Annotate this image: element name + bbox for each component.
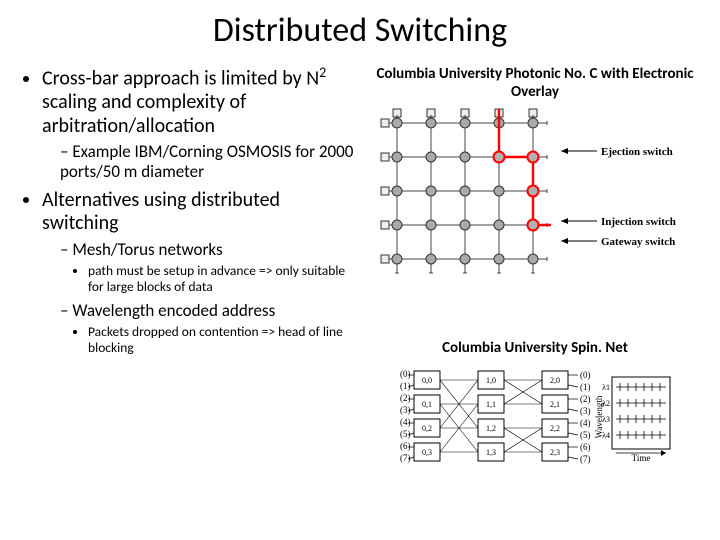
svg-text:0,1: 0,1 <box>422 400 432 409</box>
svg-text:(1): (1) <box>580 382 591 392</box>
left-column: Cross-bar approach is limited by N2 scal… <box>20 65 360 483</box>
svg-text:1,0: 1,0 <box>486 376 496 385</box>
mesh-diagram: Ejection switch Injection switch Gateway s… <box>375 107 695 317</box>
bullet-mesh: Mesh/Torus networks path must be setup i… <box>60 240 360 295</box>
svg-text:λ1: λ1 <box>602 383 610 392</box>
svg-text:(0): (0) <box>400 369 411 379</box>
svg-text:(0): (0) <box>580 370 591 380</box>
svg-text:(3): (3) <box>400 405 411 415</box>
right-column: Columbia University Photonic No. C with … <box>370 65 700 483</box>
fig2-caption: Columbia University Spin. Net <box>370 339 700 357</box>
bullet-path: path must be setup in advance => only su… <box>88 263 360 295</box>
svg-text:(5): (5) <box>400 429 411 439</box>
svg-text:1,2: 1,2 <box>486 424 496 433</box>
bullet-packets: Packets dropped on contention => head of… <box>88 324 360 356</box>
svg-text:(2): (2) <box>580 394 591 404</box>
svg-text:(4): (4) <box>580 418 591 428</box>
svg-text:1,3: 1,3 <box>486 448 496 457</box>
bullet-alternatives: Alternatives using distributed switching… <box>42 189 360 357</box>
svg-text:1,1: 1,1 <box>486 400 496 409</box>
svg-text:(3): (3) <box>580 406 591 416</box>
label-time: Time <box>632 453 651 463</box>
slide-title: Distributed Switching <box>20 10 700 51</box>
bullet-crossbar: Cross-bar approach is limited by N2 scal… <box>42 65 360 183</box>
bullet-wavelength: Wavelength encoded address Packets dropp… <box>60 301 360 356</box>
fig1-caption: Columbia University Photonic No. C with … <box>370 65 700 101</box>
label-gateway: Gateway switch <box>601 236 675 248</box>
svg-text:(2): (2) <box>400 393 411 403</box>
svg-text:0,0: 0,0 <box>422 376 432 385</box>
label-injection: Injection switch <box>601 216 676 228</box>
svg-text:0,3: 0,3 <box>422 448 432 457</box>
svg-text:2,2: 2,2 <box>550 424 560 433</box>
svg-text:(5): (5) <box>580 430 591 440</box>
spinnet-diagram: (0) (1) (2) (3) (4) (5) (6) (7) 0,0 0,1 0,2 0,3 1,0 1… <box>390 363 680 483</box>
bullet-osmosis: Example IBM/Corning OSMOSIS for 2000 por… <box>60 142 360 182</box>
label-ejection: Ejection switch <box>601 146 673 158</box>
svg-text:(7): (7) <box>580 454 591 464</box>
svg-text:2,3: 2,3 <box>550 448 560 457</box>
svg-text:2,1: 2,1 <box>550 400 560 409</box>
svg-text:0,2: 0,2 <box>422 424 432 433</box>
svg-text:(6): (6) <box>400 441 411 451</box>
svg-text:(1): (1) <box>400 381 411 391</box>
svg-text:2,0: 2,0 <box>550 376 560 385</box>
svg-text:(4): (4) <box>400 417 411 427</box>
svg-text:(7): (7) <box>400 453 411 463</box>
svg-text:(6): (6) <box>580 442 591 452</box>
label-wavelength: Wavelength <box>594 395 604 438</box>
